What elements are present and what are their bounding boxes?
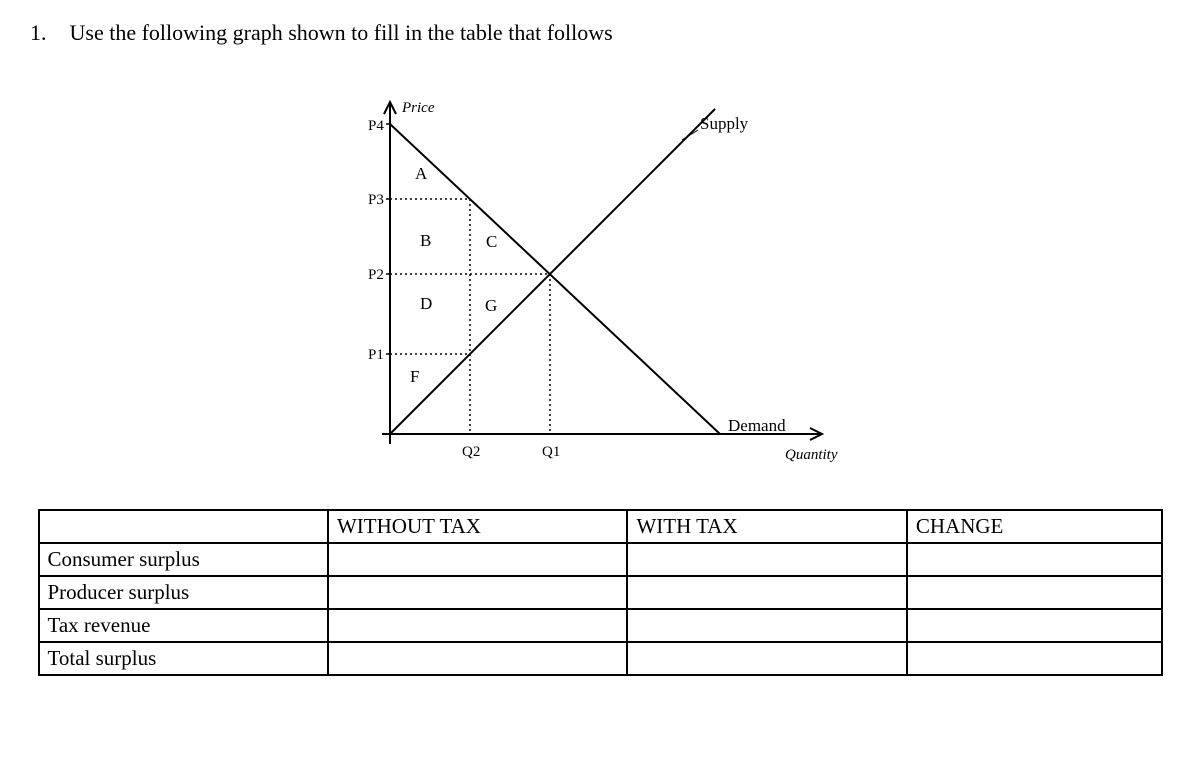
region-a: A — [415, 164, 428, 183]
question-text: Use the following graph shown to fill in… — [70, 20, 613, 45]
cell — [907, 576, 1162, 609]
row-label: Consumer surplus — [39, 543, 328, 576]
cell — [627, 642, 906, 675]
row-label: Producer surplus — [39, 576, 328, 609]
tick-p2: P2 — [368, 267, 384, 283]
cell — [627, 576, 906, 609]
table-row: Producer surplus — [39, 576, 1162, 609]
surplus-table: WITHOUT TAX WITH TAX CHANGE Consumer sur… — [38, 509, 1163, 676]
y-axis-title: Price — [401, 100, 435, 116]
supply-line — [390, 109, 715, 434]
cell — [907, 543, 1162, 576]
cell — [907, 642, 1162, 675]
region-d: D — [420, 294, 432, 313]
tick-q1: Q1 — [542, 444, 560, 460]
region-f: F — [410, 367, 419, 386]
supply-leader — [682, 130, 698, 140]
table-header-row: WITHOUT TAX WITH TAX CHANGE — [39, 510, 1162, 543]
header-without-tax: WITHOUT TAX — [328, 510, 627, 543]
region-c: C — [486, 232, 497, 251]
demand-label: Demand — [728, 416, 786, 435]
header-with-tax: WITH TAX — [627, 510, 906, 543]
tick-p1: P1 — [368, 347, 384, 363]
cell — [328, 642, 627, 675]
cell — [328, 543, 627, 576]
demand-line — [390, 124, 720, 434]
question-prompt: 1. Use the following graph shown to fill… — [30, 20, 1170, 46]
supply-label: Supply — [700, 114, 749, 133]
cell — [328, 576, 627, 609]
tick-p3: P3 — [368, 192, 384, 208]
cell — [627, 543, 906, 576]
tick-p4: P4 — [368, 118, 384, 134]
x-axis-title: Quantity — [785, 447, 838, 463]
table-row: Consumer surplus — [39, 543, 1162, 576]
row-label: Tax revenue — [39, 609, 328, 642]
tick-q2: Q2 — [462, 444, 480, 460]
question-number: 1. — [30, 20, 64, 46]
table-row: Total surplus — [39, 642, 1162, 675]
header-blank — [39, 510, 328, 543]
supply-demand-graph: Price Quantity Supply Demand P4 P3 P2 P1… — [30, 64, 1170, 489]
row-label: Total surplus — [39, 642, 328, 675]
cell — [627, 609, 906, 642]
cell — [907, 609, 1162, 642]
region-g: G — [485, 296, 497, 315]
cell — [328, 609, 627, 642]
region-b: B — [420, 231, 431, 250]
table-row: Tax revenue — [39, 609, 1162, 642]
header-change: CHANGE — [907, 510, 1162, 543]
